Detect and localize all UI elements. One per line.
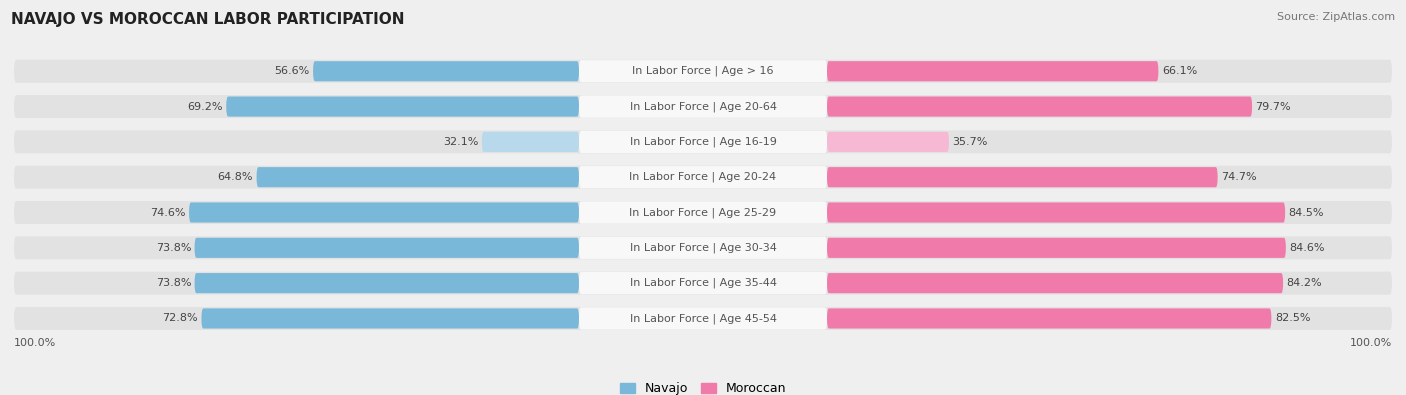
- FancyBboxPatch shape: [14, 166, 1392, 189]
- Text: NAVAJO VS MOROCCAN LABOR PARTICIPATION: NAVAJO VS MOROCCAN LABOR PARTICIPATION: [11, 12, 405, 27]
- FancyBboxPatch shape: [827, 96, 1253, 117]
- Text: 84.5%: 84.5%: [1289, 207, 1324, 218]
- Text: 100.0%: 100.0%: [14, 338, 56, 348]
- FancyBboxPatch shape: [256, 167, 579, 187]
- Text: 73.8%: 73.8%: [156, 243, 191, 253]
- Text: In Labor Force | Age 45-54: In Labor Force | Age 45-54: [630, 313, 776, 324]
- Text: 73.8%: 73.8%: [156, 278, 191, 288]
- Text: 66.1%: 66.1%: [1161, 66, 1197, 76]
- FancyBboxPatch shape: [579, 237, 827, 259]
- Text: 56.6%: 56.6%: [274, 66, 309, 76]
- FancyBboxPatch shape: [579, 166, 827, 188]
- FancyBboxPatch shape: [579, 96, 827, 118]
- FancyBboxPatch shape: [14, 95, 1392, 118]
- Text: 84.6%: 84.6%: [1289, 243, 1324, 253]
- Text: In Labor Force | Age > 16: In Labor Force | Age > 16: [633, 66, 773, 77]
- FancyBboxPatch shape: [579, 201, 827, 224]
- FancyBboxPatch shape: [194, 238, 579, 258]
- Text: In Labor Force | Age 20-64: In Labor Force | Age 20-64: [630, 101, 776, 112]
- FancyBboxPatch shape: [188, 203, 579, 222]
- Text: 74.6%: 74.6%: [150, 207, 186, 218]
- Text: 84.2%: 84.2%: [1286, 278, 1322, 288]
- FancyBboxPatch shape: [14, 236, 1392, 259]
- FancyBboxPatch shape: [14, 201, 1392, 224]
- FancyBboxPatch shape: [201, 308, 579, 329]
- FancyBboxPatch shape: [194, 273, 579, 293]
- FancyBboxPatch shape: [14, 272, 1392, 295]
- Text: 64.8%: 64.8%: [218, 172, 253, 182]
- FancyBboxPatch shape: [14, 130, 1392, 153]
- Text: In Labor Force | Age 35-44: In Labor Force | Age 35-44: [630, 278, 776, 288]
- Text: 72.8%: 72.8%: [162, 314, 198, 324]
- Text: In Labor Force | Age 25-29: In Labor Force | Age 25-29: [630, 207, 776, 218]
- Text: 100.0%: 100.0%: [1350, 338, 1392, 348]
- FancyBboxPatch shape: [579, 131, 827, 153]
- Text: In Labor Force | Age 20-24: In Labor Force | Age 20-24: [630, 172, 776, 182]
- Text: 79.7%: 79.7%: [1256, 102, 1291, 111]
- FancyBboxPatch shape: [14, 60, 1392, 83]
- FancyBboxPatch shape: [827, 61, 1159, 81]
- FancyBboxPatch shape: [827, 238, 1286, 258]
- Text: 82.5%: 82.5%: [1275, 314, 1310, 324]
- Text: In Labor Force | Age 16-19: In Labor Force | Age 16-19: [630, 137, 776, 147]
- Text: 69.2%: 69.2%: [187, 102, 222, 111]
- FancyBboxPatch shape: [827, 132, 949, 152]
- Text: 32.1%: 32.1%: [443, 137, 478, 147]
- FancyBboxPatch shape: [579, 60, 827, 83]
- FancyBboxPatch shape: [827, 308, 1271, 329]
- FancyBboxPatch shape: [314, 61, 579, 81]
- FancyBboxPatch shape: [226, 96, 579, 117]
- FancyBboxPatch shape: [827, 203, 1285, 222]
- Text: 74.7%: 74.7%: [1220, 172, 1257, 182]
- FancyBboxPatch shape: [827, 273, 1284, 293]
- FancyBboxPatch shape: [579, 272, 827, 294]
- FancyBboxPatch shape: [14, 307, 1392, 330]
- Text: In Labor Force | Age 30-34: In Labor Force | Age 30-34: [630, 243, 776, 253]
- Legend: Navajo, Moroccan: Navajo, Moroccan: [620, 382, 786, 395]
- FancyBboxPatch shape: [482, 132, 579, 152]
- Text: 35.7%: 35.7%: [952, 137, 988, 147]
- FancyBboxPatch shape: [579, 307, 827, 329]
- Text: Source: ZipAtlas.com: Source: ZipAtlas.com: [1277, 12, 1395, 22]
- FancyBboxPatch shape: [827, 167, 1218, 187]
